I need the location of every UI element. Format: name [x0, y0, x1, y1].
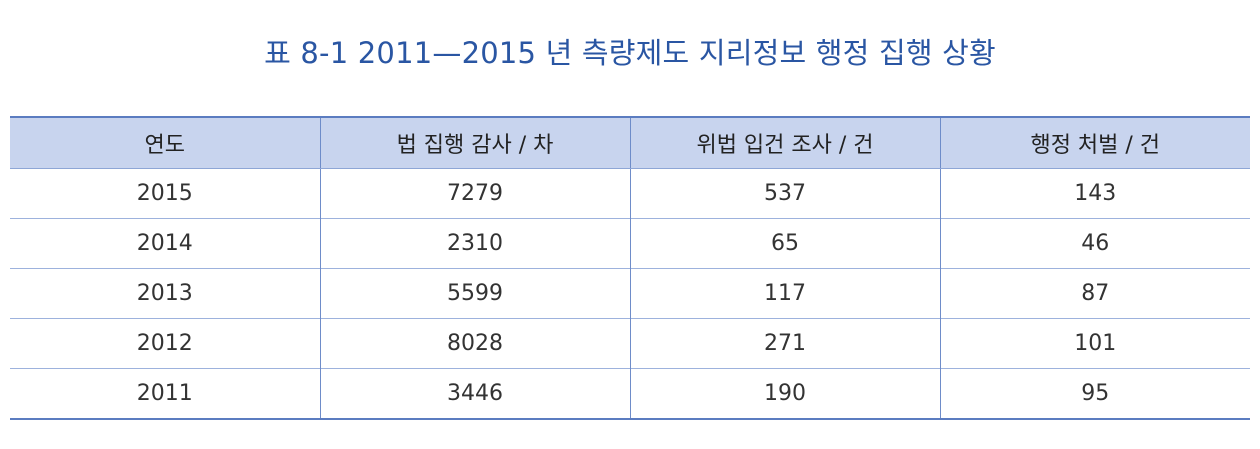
table-row: 2013 5599 117 87 — [10, 268, 1250, 319]
cell-investigations: 117 — [629, 268, 940, 319]
cell-inspections: 2310 — [319, 218, 630, 269]
table-body: 2015 7279 537 143 2014 2310 65 46 2013 5… — [10, 168, 1250, 420]
cell-investigations: 271 — [629, 318, 940, 369]
header-penalties: 행정 처벌 / 건 — [939, 116, 1250, 169]
cell-inspections: 5599 — [319, 268, 630, 319]
cell-investigations: 190 — [629, 368, 940, 420]
table-row: 2015 7279 537 143 — [10, 168, 1250, 219]
cell-penalties: 101 — [939, 318, 1250, 369]
cell-penalties: 143 — [939, 168, 1250, 219]
cell-inspections: 7279 — [319, 168, 630, 219]
cell-penalties: 87 — [939, 268, 1250, 319]
cell-investigations: 537 — [629, 168, 940, 219]
header-inspections: 법 집행 감사 / 차 — [319, 116, 630, 169]
table-row: 2012 8028 271 101 — [10, 318, 1250, 369]
cell-penalties: 46 — [939, 218, 1250, 269]
cell-year: 2012 — [10, 318, 320, 369]
table-title: 표 8-1 2011—2015 년 측량제도 지리정보 행정 집행 상황 — [264, 36, 996, 70]
table-row: 2014 2310 65 46 — [10, 218, 1250, 269]
cell-investigations: 65 — [629, 218, 940, 269]
cell-penalties: 95 — [939, 368, 1250, 420]
cell-year: 2015 — [10, 168, 320, 219]
header-year: 연도 — [10, 116, 320, 169]
cell-inspections: 8028 — [319, 318, 630, 369]
cell-year: 2013 — [10, 268, 320, 319]
table-row: 2011 3446 190 95 — [10, 368, 1250, 420]
cell-year: 2011 — [10, 368, 320, 420]
cell-inspections: 3446 — [319, 368, 630, 420]
header-investigations: 위법 입건 조사 / 건 — [629, 116, 940, 169]
table-header: 연도 법 집행 감사 / 차 위법 입건 조사 / 건 행정 처벌 / 건 — [10, 116, 1250, 169]
enforcement-table: 연도 법 집행 감사 / 차 위법 입건 조사 / 건 행정 처벌 / 건 20… — [10, 116, 1250, 420]
header-row: 연도 법 집행 감사 / 차 위법 입건 조사 / 건 행정 처벌 / 건 — [10, 116, 1250, 169]
cell-year: 2014 — [10, 218, 320, 269]
